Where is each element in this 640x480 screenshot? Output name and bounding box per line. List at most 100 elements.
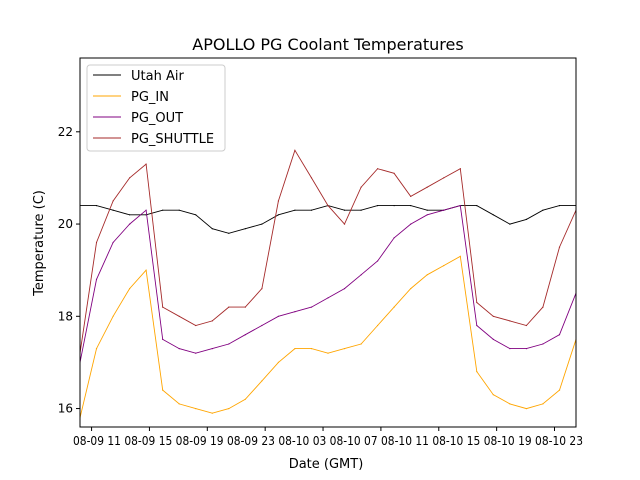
y-tick-label: 20: [58, 217, 73, 231]
data-point-1-7: [195, 408, 197, 410]
data-point-3-14: [310, 177, 313, 179]
data-point-1-28: [542, 403, 544, 405]
data-point-1-15: [327, 352, 329, 354]
data-point-2-11: [261, 324, 263, 327]
data-point-0-28: [542, 209, 544, 211]
x-axis-label: Date (GMT): [289, 457, 364, 472]
x-tick-label: 08-10 23: [532, 434, 583, 448]
legend-label: PG_OUT: [131, 111, 183, 126]
data-point-2-20: [410, 223, 412, 225]
data-point-1-8: [211, 412, 213, 414]
data-point-0-2: [112, 209, 114, 211]
data-point-1-4: [145, 269, 147, 271]
data-point-3-1: [95, 241, 98, 244]
data-point-0-1: [95, 205, 98, 207]
x-tick-label: 08-10 03: [275, 434, 326, 448]
data-point-3-6: [178, 315, 180, 317]
data-point-2-9: [228, 343, 230, 345]
data-point-3-8: [211, 320, 213, 322]
data-point-1-9: [228, 408, 230, 410]
data-point-2-4: [145, 209, 147, 211]
data-point-1-3: [129, 288, 131, 290]
x-tick-labels: 08-09 11 08-09 15 08-09 19 08-09 23 08-1…: [73, 434, 583, 448]
data-point-0-3: [129, 214, 131, 216]
data-point-0-24: [476, 205, 478, 207]
data-point-2-6: [178, 348, 180, 350]
data-point-2-28: [542, 343, 544, 345]
data-point-0-17: [360, 209, 362, 211]
data-point-3-25: [492, 315, 494, 317]
data-point-3-27: [525, 324, 528, 327]
plot-frame: [79, 57, 577, 428]
data-point-2-16: [343, 288, 346, 290]
data-point-2-2: [112, 241, 114, 244]
x-tick-label: 08-10 15: [429, 434, 480, 448]
series-layer: [80, 149, 576, 419]
data-point-1-25: [492, 394, 494, 396]
legend-label: Utah Air: [131, 69, 184, 84]
x-tick-label: 08-10 19: [480, 434, 531, 448]
x-tick-label: 08-09 15: [121, 434, 172, 448]
data-point-0-27: [525, 218, 528, 220]
legend-label: PG_IN: [131, 90, 169, 105]
data-point-2-15: [327, 297, 329, 299]
data-point-0-12: [277, 214, 279, 216]
data-point-1-10: [244, 398, 246, 400]
data-point-3-19: [393, 172, 395, 174]
data-point-1-18: [377, 324, 379, 327]
data-point-3-11: [261, 288, 263, 290]
data-point-3-18: [377, 168, 379, 170]
data-point-1-1: [95, 348, 98, 350]
data-point-2-22: [443, 209, 445, 211]
data-point-1-12: [277, 361, 279, 363]
chart-title: APOLLO PG Coolant Temperatures: [192, 35, 463, 54]
data-point-3-9: [228, 306, 230, 308]
data-point-1-22: [443, 265, 445, 267]
data-point-2-21: [426, 214, 428, 216]
data-point-0-8: [211, 228, 213, 230]
data-point-1-14: [310, 348, 313, 350]
data-point-1-11: [261, 380, 263, 382]
data-point-0-26: [509, 223, 511, 225]
data-point-1-6: [178, 403, 180, 405]
data-point-2-24: [476, 324, 478, 327]
data-point-2-25: [492, 338, 494, 340]
data-point-3-16: [343, 223, 346, 225]
data-point-0-16: [343, 209, 346, 211]
data-point-3-5: [162, 306, 164, 308]
data-point-3-23: [459, 168, 461, 170]
data-point-2-3: [129, 223, 131, 225]
data-point-0-25: [492, 214, 494, 216]
data-point-0-20: [410, 205, 412, 207]
data-point-2-19: [393, 237, 395, 239]
data-point-2-8: [211, 348, 213, 350]
data-point-2-14: [310, 306, 313, 308]
data-point-1-20: [410, 288, 412, 290]
data-point-1-26: [509, 403, 511, 405]
data-point-3-22: [443, 177, 445, 179]
legend-label: PG_SHUTTLE: [131, 132, 214, 147]
data-point-3-29: [558, 246, 561, 248]
data-point-3-12: [277, 200, 279, 202]
y-axis-label: Temperature (C): [32, 190, 47, 297]
data-point-0-29: [558, 205, 561, 207]
data-point-1-21: [426, 274, 428, 276]
data-point-2-1: [95, 278, 98, 280]
data-point-3-24: [476, 301, 478, 304]
data-point-2-7: [195, 352, 197, 354]
data-point-2-10: [244, 334, 246, 336]
data-point-0-5: [162, 209, 164, 211]
data-point-2-17: [360, 274, 362, 276]
data-point-1-17: [360, 343, 362, 345]
data-point-0-21: [426, 209, 428, 211]
data-point-3-15: [327, 205, 329, 207]
y-tick-label: 18: [58, 309, 73, 323]
data-point-1-27: [525, 408, 528, 410]
legend-box: [86, 64, 226, 152]
data-point-2-5: [162, 338, 164, 340]
axes-layer: 16 18 20 22 08-09 11 08-09 15 08-09 19 08-09…: [58, 57, 583, 448]
y-tick-label: 16: [58, 402, 73, 416]
data-point-0-13: [294, 209, 296, 211]
data-point-2-18: [377, 260, 379, 262]
